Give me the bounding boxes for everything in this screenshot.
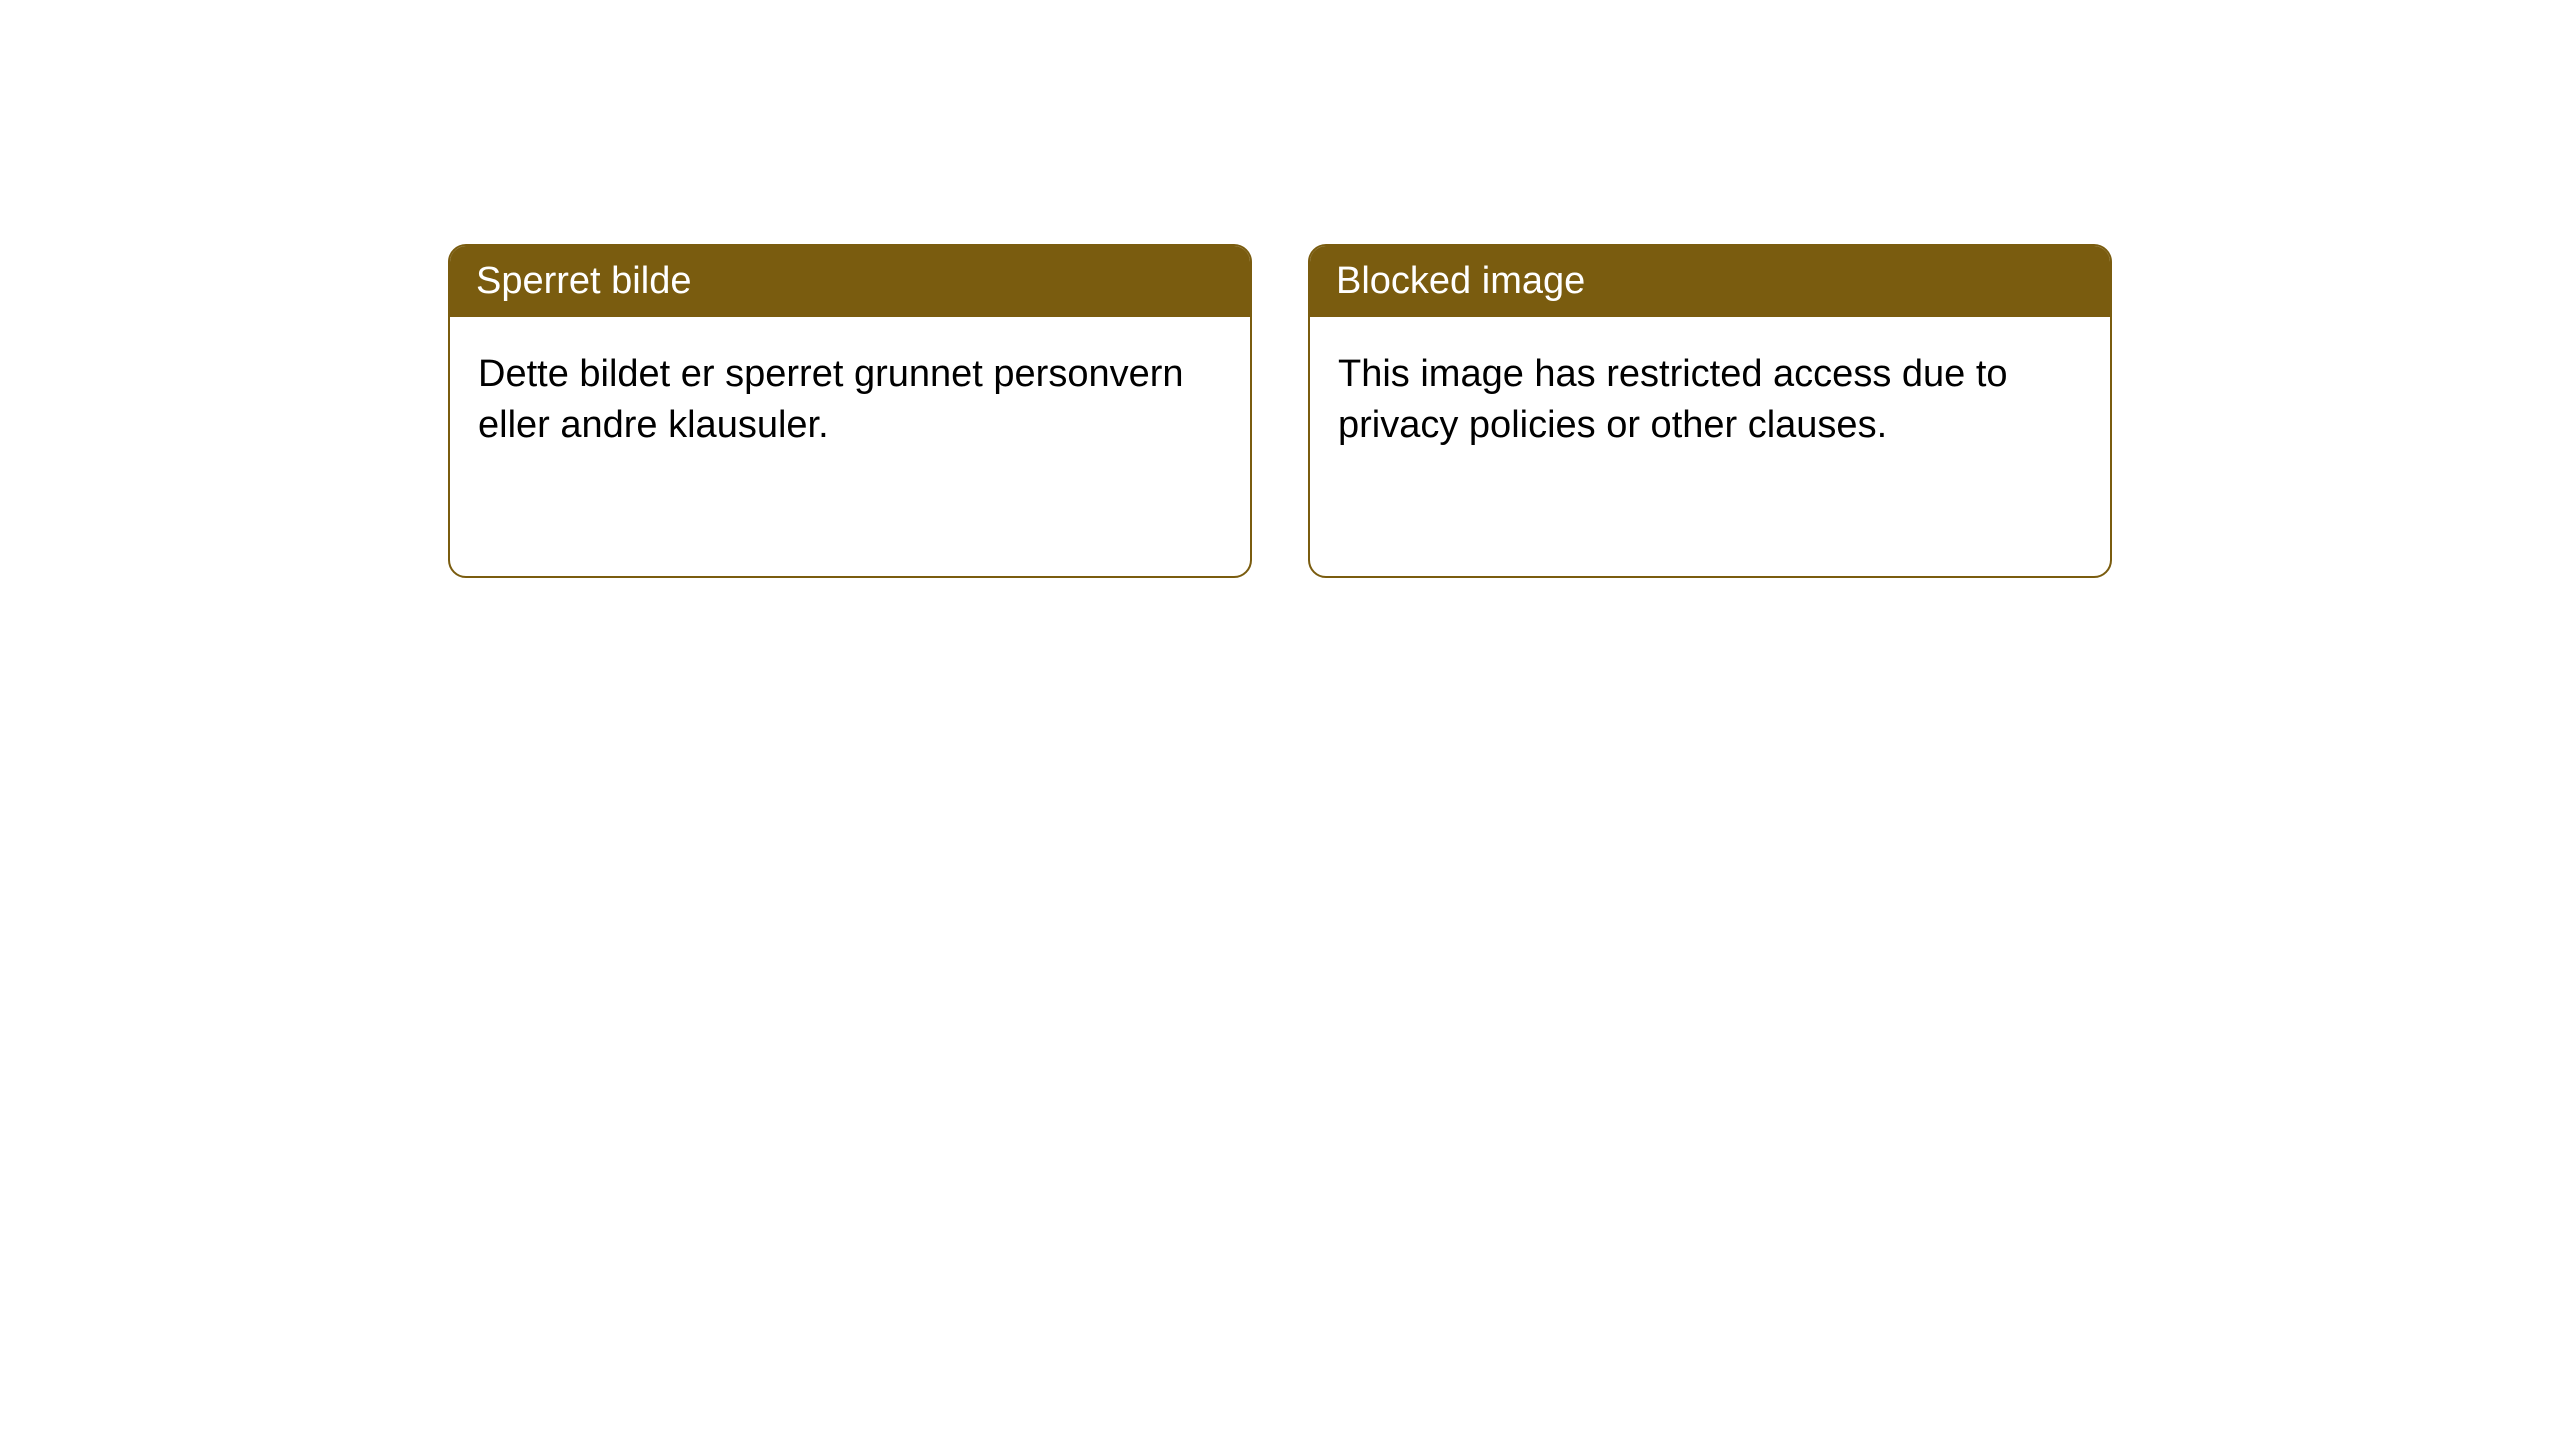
card-body: This image has restricted access due to … xyxy=(1310,317,2110,484)
card-body-text: Dette bildet er sperret grunnet personve… xyxy=(478,353,1184,446)
notice-cards-container: Sperret bilde Dette bildet er sperret gr… xyxy=(448,244,2112,578)
card-header: Sperret bilde xyxy=(450,246,1250,317)
card-title: Blocked image xyxy=(1336,260,1585,302)
notice-card-norwegian: Sperret bilde Dette bildet er sperret gr… xyxy=(448,244,1252,578)
notice-card-english: Blocked image This image has restricted … xyxy=(1308,244,2112,578)
card-header: Blocked image xyxy=(1310,246,2110,317)
card-title: Sperret bilde xyxy=(476,260,691,302)
card-body-text: This image has restricted access due to … xyxy=(1338,353,2008,446)
card-body: Dette bildet er sperret grunnet personve… xyxy=(450,317,1250,484)
